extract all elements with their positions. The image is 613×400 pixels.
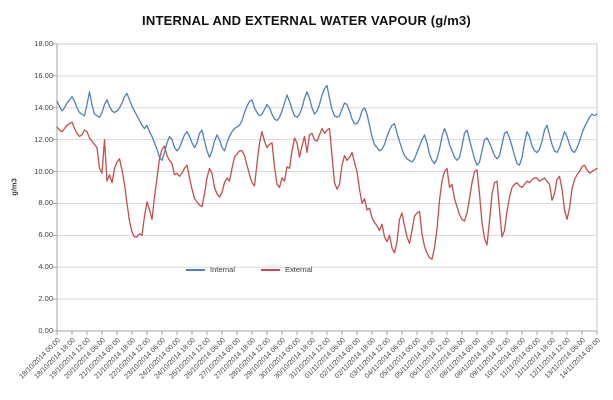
legend-label-internal: Internal: [210, 265, 236, 274]
legend-item-external: External: [261, 265, 313, 274]
legend-label-external: External: [285, 265, 313, 274]
internal-series-line-swatch: [186, 268, 205, 271]
y-tick-label: 10.00: [34, 166, 53, 176]
y-tick-label: 18.00: [34, 39, 53, 48]
y-tick-label: 2.00: [38, 294, 53, 304]
y-axis-title: g/m3: [9, 178, 19, 196]
y-tick-label: 14.00: [34, 102, 53, 112]
y-tick-label: 16.00: [34, 70, 53, 80]
external-series-line-swatch: [261, 268, 281, 271]
y-tick-label: 4.00: [38, 262, 53, 272]
chart-title: INTERNAL AND EXTERNAL WATER VAPOUR (g/m3…: [142, 13, 471, 28]
external-series-line: [56, 121, 598, 260]
y-tick-label: 0.00: [38, 326, 53, 335]
y-tick-label: 12.00: [34, 134, 53, 144]
y-tick-label: 6.00: [38, 230, 53, 240]
legend-item-internal: Internal: [186, 265, 235, 274]
internal-series-line: [56, 84, 598, 166]
legend: Internal External: [186, 265, 313, 274]
y-tick-label: 8.00: [38, 198, 53, 208]
